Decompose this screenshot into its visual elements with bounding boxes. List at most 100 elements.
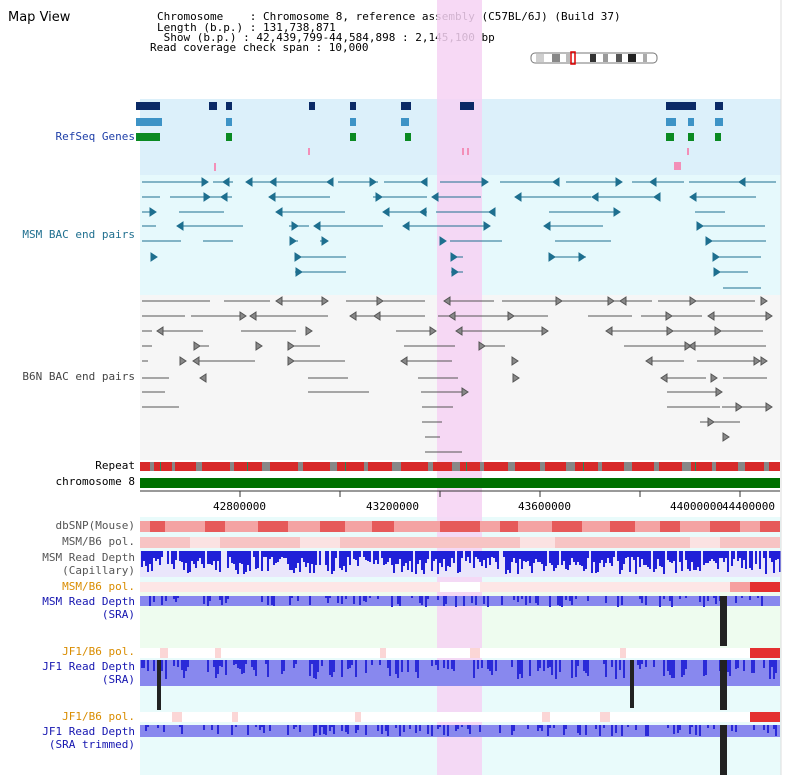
jf1-b6-pol-label: JF1/B6 pol.: [62, 645, 135, 658]
dbsnp-track[interactable]: [140, 521, 780, 532]
depth-bar: [323, 725, 325, 734]
depth-bar: [321, 660, 323, 666]
depth-bar: [703, 551, 705, 565]
depth-bar: [487, 551, 489, 558]
depth-bar: [631, 551, 633, 557]
depth-bar: [261, 551, 263, 571]
msm-read-depth-capillary[interactable]: [140, 551, 781, 577]
depth-bar: [345, 596, 347, 599]
depth-bar: [621, 596, 623, 605]
depth-bar: [319, 725, 321, 735]
depth-bar: [403, 725, 405, 732]
depth-bar: [349, 660, 351, 668]
depth-bar: [253, 660, 255, 670]
depth-bar: [539, 725, 541, 728]
depth-bar: [225, 596, 227, 603]
depth-bar: [147, 725, 149, 727]
depth-bar: [461, 551, 463, 558]
msm-b6-pol-track-2[interactable]: [140, 582, 780, 592]
chromosome-ideogram[interactable]: [530, 51, 658, 65]
jf1-read-depth-sra-sub: (SRA): [101, 673, 135, 686]
depth-bar: [657, 551, 659, 559]
highlight-region[interactable]: [437, 0, 482, 775]
depth-bar: [171, 551, 173, 564]
depth-bar: [381, 725, 383, 734]
depth-bar: [401, 551, 403, 572]
depth-bar: [735, 660, 737, 669]
depth-bar: [157, 725, 159, 728]
depth-bar: [181, 660, 183, 670]
depth-bar: [303, 551, 305, 562]
depth-bar: [527, 725, 529, 729]
depth-bar: [379, 660, 381, 665]
msm-bac-pairs[interactable]: [142, 177, 776, 289]
depth-bar: [467, 725, 469, 729]
depth-bar: [347, 725, 349, 734]
jf1-read-depth-trimmed[interactable]: [140, 725, 780, 775]
repeat-track[interactable]: [140, 462, 780, 471]
depth-bar: [285, 551, 287, 558]
msm-bac-label: MSM BAC end pairs: [22, 228, 135, 241]
jf1-b6-pol-track[interactable]: [140, 648, 780, 658]
depth-bar: [477, 660, 479, 669]
depth-bar: [165, 660, 167, 679]
depth-bar: [471, 596, 473, 603]
depth-bar: [401, 660, 403, 672]
depth-bar: [313, 660, 315, 678]
depth-bar: [397, 551, 399, 564]
depth-bar: [533, 551, 535, 563]
depth-bar: [271, 551, 273, 557]
depth-bar: [603, 725, 605, 728]
msm-read-depth-sra[interactable]: [140, 596, 780, 646]
depth-bar: [213, 551, 215, 561]
refseq-genes[interactable]: [136, 102, 723, 171]
depth-bar: [313, 551, 315, 573]
depth-bar: [355, 660, 357, 677]
depth-bar: [283, 660, 285, 671]
depth-bar: [183, 660, 185, 678]
jf1-read-depth-sra[interactable]: [140, 660, 780, 710]
chromosome-label: chromosome 8: [55, 475, 135, 488]
depth-bar: [415, 551, 417, 574]
depth-bar: [503, 551, 505, 557]
depth-bar: [571, 660, 573, 678]
b6n-bac-pairs[interactable]: [142, 296, 773, 453]
depth-bar: [269, 725, 271, 731]
depth-bar: [237, 660, 239, 668]
depth-bar: [153, 551, 155, 558]
depth-bar: [671, 551, 673, 563]
depth-bar: [149, 596, 151, 606]
chromosome-bar[interactable]: [140, 478, 780, 488]
depth-bar: [207, 596, 209, 606]
depth-bar: [611, 660, 613, 667]
depth-bar: [453, 551, 455, 563]
depth-bar: [199, 551, 201, 558]
depth-bar: [255, 551, 257, 569]
depth-bar: [499, 725, 501, 733]
jf1-b6-pol-track-2[interactable]: [140, 712, 780, 722]
depth-bar: [511, 725, 513, 735]
depth-bar: [209, 596, 211, 601]
depth-bar: [181, 725, 183, 734]
depth-bar: [437, 596, 439, 600]
depth-bar: [647, 725, 649, 736]
depth-bar: [321, 725, 323, 727]
depth-bar: [359, 551, 361, 557]
depth-bar: [477, 551, 479, 559]
depth-bar: [439, 551, 441, 563]
refseq-genes-label: RefSeq Genes: [55, 130, 135, 143]
depth-bar: [645, 725, 647, 736]
depth-bar: [773, 551, 775, 573]
depth-bar: [659, 596, 661, 607]
depth-bar: [197, 551, 199, 561]
depth-bar: [691, 551, 693, 562]
depth-bar: [207, 660, 209, 672]
depth-bar: [671, 660, 673, 678]
msm-b6-pol-track[interactable]: [140, 537, 780, 548]
depth-bar: [671, 596, 673, 607]
depth-bar: [147, 660, 149, 671]
depth-bar: [541, 725, 543, 731]
depth-bar: [685, 551, 687, 560]
depth-bar: [295, 551, 297, 568]
